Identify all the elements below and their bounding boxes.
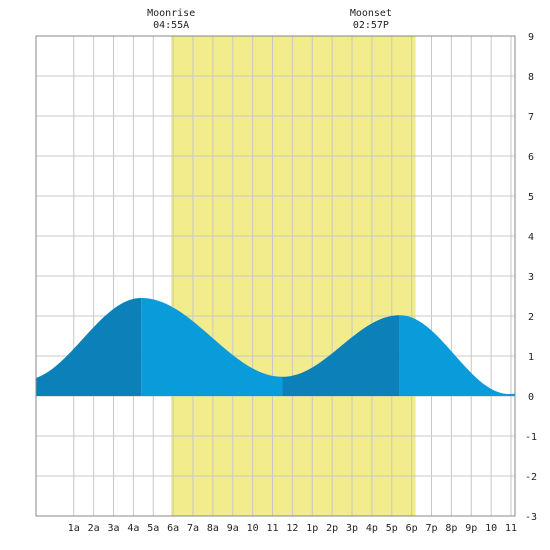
tide-segment-dark: [36, 298, 142, 396]
x-tick-label: 3p: [346, 523, 358, 534]
x-tick-label: 10: [247, 523, 259, 534]
x-tick-label: 5a: [147, 523, 159, 534]
tide-segment-light: [141, 298, 283, 396]
y-tick-label: 8: [528, 72, 534, 83]
moonset-time: 02:57P: [353, 20, 389, 31]
y-tick-label: 4: [528, 232, 534, 243]
y-tick-label: 1: [528, 352, 534, 363]
y-tick-label: 7: [528, 112, 534, 123]
frame-rect: [35, 35, 516, 517]
x-tick-label: 6a: [167, 523, 179, 534]
y-tick-label: 2: [528, 312, 534, 323]
x-tick-label: 9a: [227, 523, 239, 534]
y-tick-label: -2: [525, 472, 537, 483]
x-tick-label: 8p: [445, 523, 457, 534]
y-tick-label: -1: [525, 432, 537, 443]
moon-annotations: Moonrise 04:55A Moonset 02:57P: [147, 8, 392, 31]
x-tick-label: 5p: [386, 523, 398, 534]
y-tick-label: 3: [528, 272, 534, 283]
x-tick-label: 7a: [187, 523, 199, 534]
plot-frame: [35, 35, 516, 517]
x-tick-label: 11: [505, 523, 517, 534]
x-tick-label: 11: [266, 523, 278, 534]
x-tick-label: 10: [485, 523, 497, 534]
x-axis-labels: 1a 2a 3a 4a 5a 6a 7a 8a 9a 10 11 12 1p 2p 3p 4p 5p 6p 7p 8p…: [68, 523, 517, 534]
x-tick-label: 9p: [465, 523, 477, 534]
x-tick-label: 1a: [68, 523, 80, 534]
x-tick-label: 2a: [88, 523, 100, 534]
x-tick-label: 1p: [306, 523, 318, 534]
y-tick-label: -3: [525, 512, 537, 523]
tide-area: [36, 298, 515, 396]
x-tick-label: 2p: [326, 523, 338, 534]
x-tick-label: 4p: [366, 523, 378, 534]
y-tick-label: 5: [528, 192, 534, 203]
x-tick-label: 6p: [406, 523, 418, 534]
y-tick-label: 0: [528, 392, 534, 403]
y-tick-label: 9: [528, 32, 534, 43]
y-axis-labels: -3 -2 -1 0 1 2 3 4 5 6 7 8 9: [525, 32, 537, 523]
x-tick-label: 7p: [425, 523, 437, 534]
x-tick-label: 3a: [107, 523, 119, 534]
moonset-label: Moonset: [350, 8, 392, 19]
moonrise-label: Moonrise: [147, 8, 195, 19]
tide-segment-light: [399, 315, 515, 396]
x-tick-label: 4a: [127, 523, 139, 534]
x-tick-label: 8a: [207, 523, 219, 534]
moonrise-time: 04:55A: [153, 20, 189, 31]
x-tick-label: 12: [286, 523, 298, 534]
y-tick-label: 6: [528, 152, 534, 163]
tide-segment-dark: [282, 315, 400, 396]
